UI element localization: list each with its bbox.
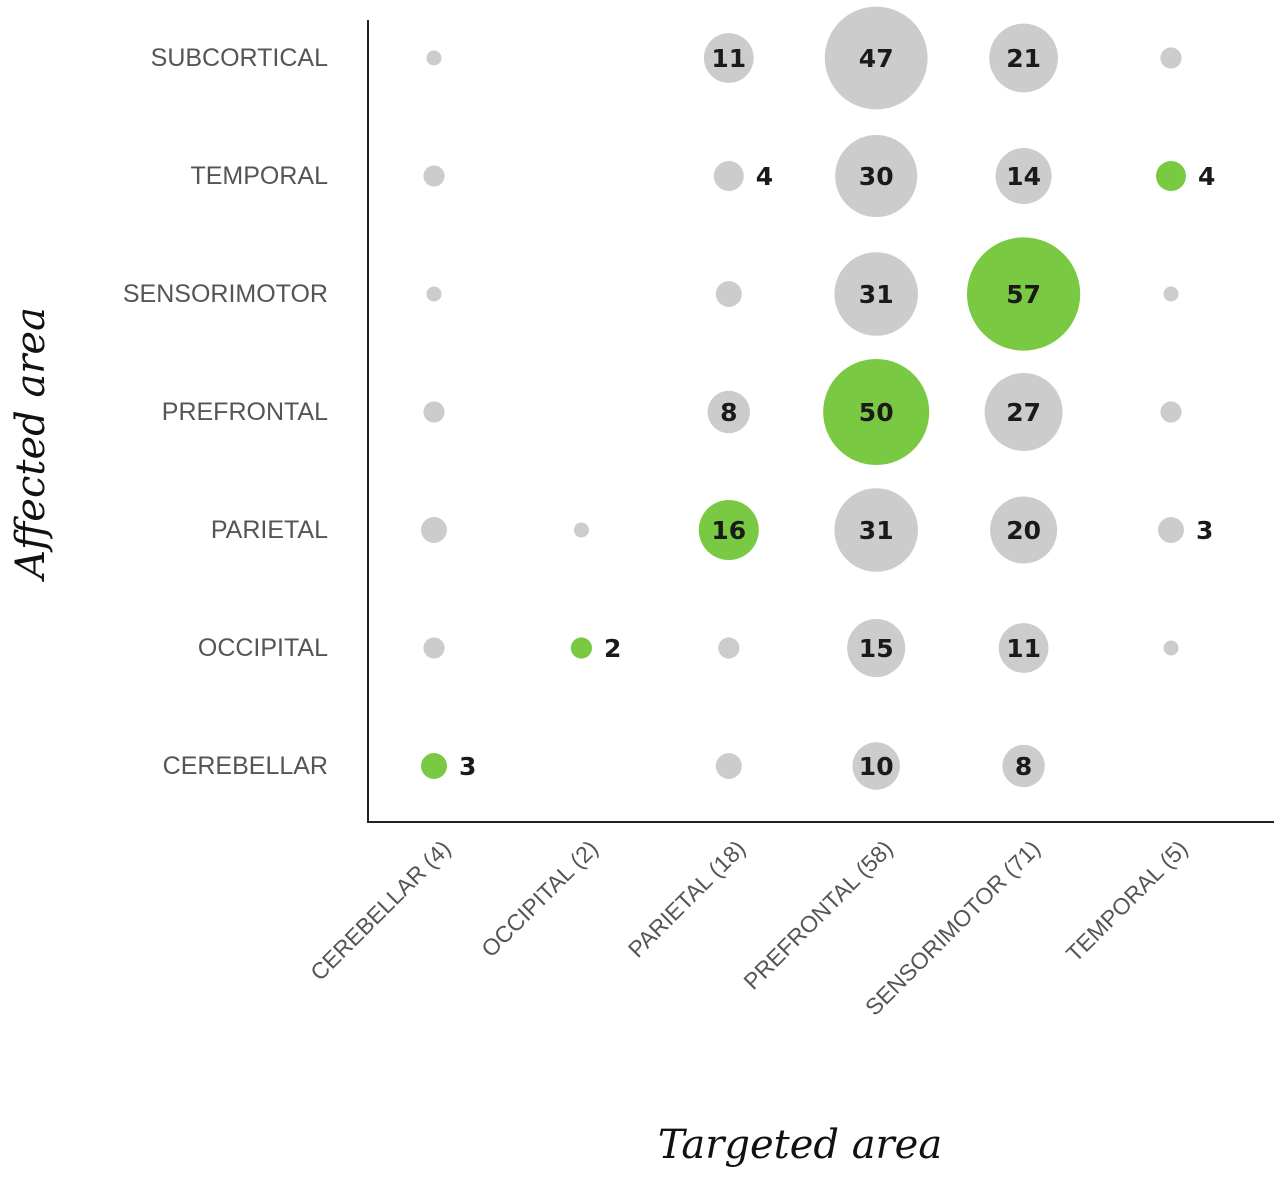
bubble-prefrontal-x-parietal	[707, 390, 751, 434]
value-label-temporal-x-parietal: 4	[756, 162, 773, 191]
x-tick-label-prefrontal: PREFRONTAL (58)	[738, 835, 897, 994]
y-tick-label-temporal: TEMPORAL	[190, 162, 328, 190]
chart-axes	[367, 20, 1274, 823]
y-tick-label-cerebellar: CEREBELLAR	[163, 752, 328, 780]
x-tick-label-cerebellar: CEREBELLAR (4)	[305, 835, 455, 985]
value-label-cerebellar-x-prefrontal: 10	[859, 752, 894, 781]
bubble-subcortical-x-cerebellar	[426, 50, 442, 66]
bubble-cerebellar-x-parietal	[715, 753, 742, 779]
value-label-prefrontal-x-prefrontal: 50	[859, 398, 894, 427]
value-label-subcortical-x-prefrontal: 47	[859, 44, 894, 73]
bubble-temporal-x-prefrontal	[835, 134, 918, 218]
value-label-parietal-x-temporal: 3	[1196, 516, 1213, 545]
value-label-occipital-x-sensorimotor: 11	[1006, 634, 1041, 663]
bubble-sensorimotor-x-cerebellar	[426, 286, 442, 302]
value-label-prefrontal-x-sensorimotor: 27	[1006, 398, 1041, 427]
bubble-occipital-x-sensorimotor	[998, 623, 1049, 673]
bubble-subcortical-x-parietal	[703, 33, 754, 83]
bubble-subcortical-x-temporal	[1160, 47, 1182, 69]
bubble-parietal-x-temporal	[1158, 517, 1184, 543]
bubbles	[421, 6, 1186, 790]
value-label-occipital-x-prefrontal: 15	[859, 634, 894, 663]
x-axis-title: Targeted area	[658, 1122, 942, 1168]
value-label-temporal-x-sensorimotor: 14	[1006, 162, 1041, 191]
y-tick-labels: SUBCORTICAL TEMPORAL SENSORIMOTOR PREFRONTA…	[123, 44, 328, 780]
bubble-sensorimotor-x-parietal	[715, 281, 742, 307]
bubble-subcortical-x-prefrontal	[824, 6, 928, 110]
bubble-sensorimotor-x-temporal	[1163, 286, 1179, 302]
value-label-temporal-x-temporal: 4	[1198, 162, 1215, 191]
value-label-parietal-x-sensorimotor: 20	[1006, 516, 1041, 545]
value-label-sensorimotor-x-prefrontal: 31	[859, 280, 894, 309]
bubble-occipital-x-cerebellar	[423, 637, 445, 659]
bubble-parietal-x-cerebellar	[421, 517, 447, 543]
value-label-parietal-x-prefrontal: 31	[859, 516, 894, 545]
bubble-cerebellar-x-cerebellar	[421, 753, 447, 779]
bubble-temporal-x-cerebellar	[423, 165, 445, 187]
bubble-parietal-x-parietal	[698, 500, 759, 560]
bubble-subcortical-x-sensorimotor	[989, 23, 1058, 93]
value-label-temporal-x-prefrontal: 30	[859, 162, 894, 191]
bubble-prefrontal-x-temporal	[1160, 401, 1182, 423]
bubble-temporal-x-temporal	[1156, 161, 1186, 191]
bubble-sensorimotor-x-sensorimotor	[966, 237, 1081, 351]
bubble-temporal-x-sensorimotor	[995, 147, 1052, 205]
bubble-occipital-x-parietal	[718, 637, 740, 659]
value-label-sensorimotor-x-sensorimotor: 57	[1006, 280, 1041, 309]
bubble-occipital-x-prefrontal	[847, 618, 906, 678]
bubble-occipital-x-temporal	[1163, 640, 1179, 656]
x-tick-label-occipital: OCCIPITAL (2)	[476, 835, 603, 962]
value-label-occipital-x-occipital: 2	[604, 634, 621, 663]
value-label-subcortical-x-sensorimotor: 21	[1006, 44, 1041, 73]
bubble-parietal-x-prefrontal	[834, 488, 918, 572]
bubble-temporal-x-parietal	[713, 161, 744, 191]
bubble-cerebellar-x-sensorimotor	[1002, 744, 1045, 788]
y-tick-label-prefrontal: PREFRONTAL	[162, 398, 328, 426]
x-tick-label-parietal: PARIETAL (18)	[623, 835, 750, 962]
value-label-parietal-x-parietal: 16	[711, 516, 746, 545]
bubble-cerebellar-x-prefrontal	[852, 742, 900, 790]
value-label-cerebellar-x-sensorimotor: 8	[1015, 752, 1032, 781]
y-tick-label-sensorimotor: SENSORIMOTOR	[123, 280, 328, 308]
bubble-occipital-x-occipital	[570, 637, 593, 659]
x-tick-label-temporal: TEMPORAL (5)	[1061, 835, 1193, 967]
bubble-prefrontal-x-sensorimotor	[984, 373, 1063, 451]
y-axis-title: Affected area	[8, 307, 54, 583]
x-tick-labels: CEREBELLAR (4) OCCIPITAL (2) PARIETAL (18)…	[305, 835, 1192, 1020]
bubble-sensorimotor-x-prefrontal	[834, 252, 918, 336]
value-labels: 11 47 21 4 30 14 4 31 57 8 50 27 16 31 20 3 2 15 11 3 10 8	[459, 44, 1215, 781]
bubble-prefrontal-x-prefrontal	[823, 358, 930, 466]
y-tick-label-occipital: OCCIPITAL	[198, 634, 328, 662]
bubble-parietal-x-sensorimotor	[990, 496, 1058, 564]
bubble-prefrontal-x-cerebellar	[423, 401, 445, 423]
bubble-parietal-x-occipital	[573, 522, 589, 538]
y-tick-label-parietal: PARIETAL	[211, 516, 328, 544]
value-label-cerebellar-x-cerebellar: 3	[459, 752, 476, 781]
value-label-subcortical-x-parietal: 11	[711, 44, 746, 73]
value-label-prefrontal-x-parietal: 8	[720, 398, 737, 427]
y-tick-label-subcortical: SUBCORTICAL	[151, 44, 328, 72]
